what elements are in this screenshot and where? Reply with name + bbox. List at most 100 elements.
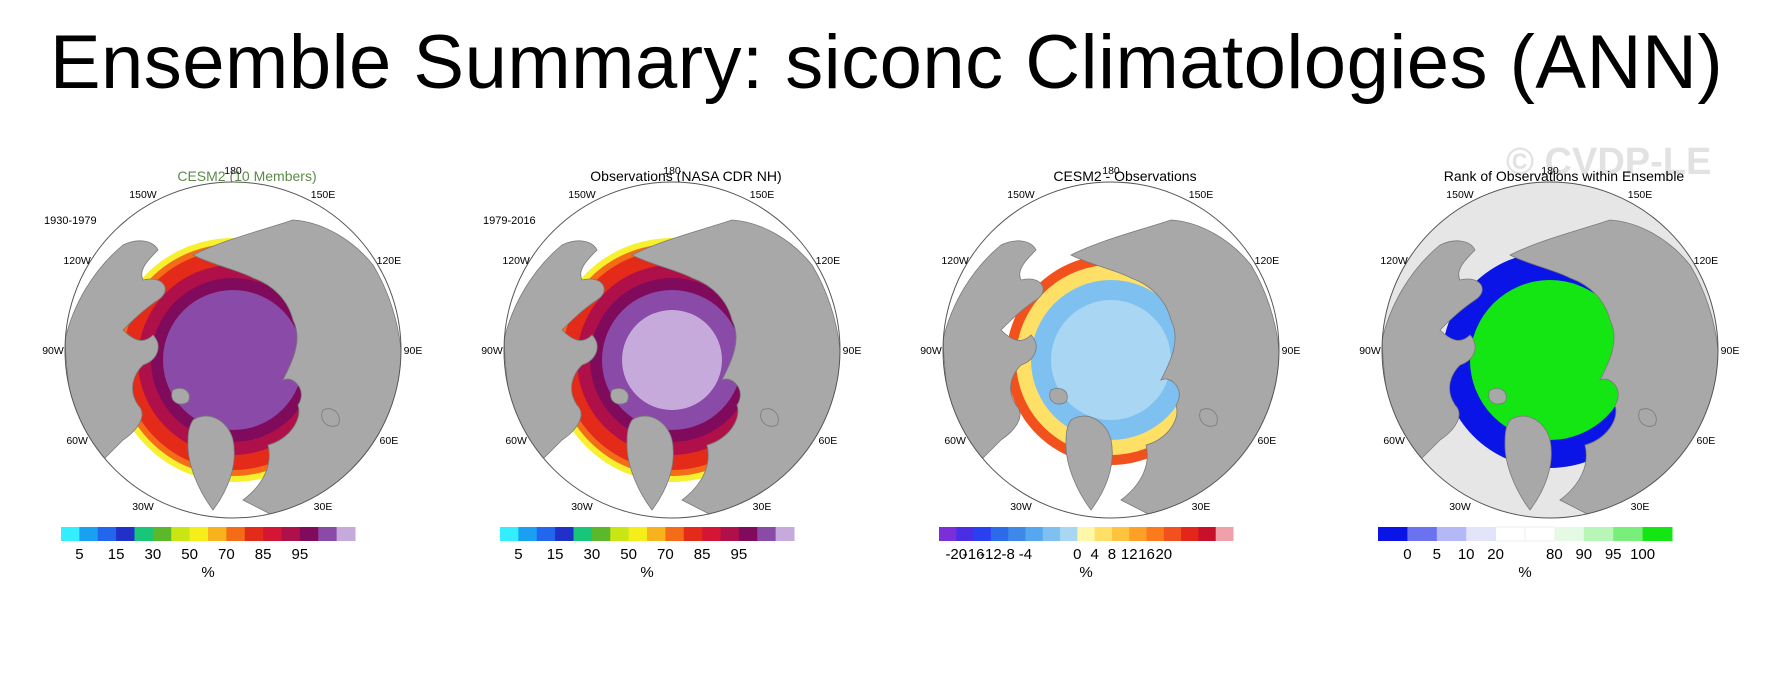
colorbar-unit: % [640,564,653,581]
colorbar-tick-label: 16 [1138,546,1155,563]
panel-period: 1930-1979 [44,215,97,227]
colorbar-tick-label: -4 [1019,546,1032,563]
colorbar-swatch [226,527,246,541]
colorbar-swatch [1008,527,1026,541]
colorbar-swatch [1060,527,1078,541]
sea-ice-field [111,238,355,482]
colorbar-swatch [1613,527,1644,541]
colorbar-swatch [281,527,301,541]
longitude-label: 120E [1255,255,1280,267]
panel-title: Observations (NASA CDR NH) [590,168,782,184]
colorbar-swatch [1436,527,1467,541]
longitude-label: 60E [1258,435,1277,447]
colorbar-swatch [738,527,758,541]
longitude-label: 60W [66,435,88,447]
colorbar-tick-label: 12 [1121,546,1138,563]
longitude-label: 60E [1697,435,1716,447]
land-mass [1638,408,1657,427]
colorbar-tick-label: 90 [1575,546,1592,563]
colorbar-swatch [1111,527,1130,541]
longitude-label: 120E [377,255,402,267]
longitude-label: 180 [224,165,242,177]
colorbar-swatch [318,527,338,541]
map-panel-rank: Rank of Observations within Ensemble 180… [1349,160,1773,660]
longitude-label: 90W [1359,345,1381,357]
map-panel-observations: Observations (NASA CDR NH) 1979-2016 180… [471,160,901,660]
longitude-label: 30W [1449,501,1471,513]
land-mass [321,408,340,427]
panel-period: 1979-2016 [483,215,536,227]
colorbar-unit: % [1079,564,1092,581]
longitude-label: 150W [568,189,596,201]
colorbar-swatch [990,527,1009,541]
colorbar-tick-label: 15 [108,546,125,563]
longitude-label: 90E [1282,345,1301,357]
longitude-label: 60E [380,435,399,447]
colorbar-swatch [647,527,666,541]
longitude-label: 150W [1007,189,1035,201]
longitude-label: 90E [404,345,423,357]
colorbar-tick-label: 4 [1090,546,1098,563]
colorbar-tick-label: 85 [694,546,711,563]
longitude-label: 30E [1192,501,1211,513]
colorbar-tick-label: 20 [1155,546,1172,563]
colorbar-tick-label: 85 [255,546,272,563]
watermark: © CVDP-LE [1506,141,1712,183]
colorbar-swatch [775,527,795,541]
colorbar-tick-label: -12 [980,546,1002,563]
colorbar-swatch [1094,527,1113,541]
longitude-label: 180 [1102,165,1120,177]
colorbar-tick-label: 30 [584,546,601,563]
colorbar-swatch [973,527,992,541]
longitude-label: 30E [1631,501,1650,513]
longitude-label: 60W [1383,435,1405,447]
colorbar-swatch [61,527,80,541]
colorbar-tick-label: 5 [514,546,522,563]
colorbar-swatch [1466,527,1497,541]
colorbar-swatch [171,527,191,541]
land-mass [626,415,674,511]
land-mass [760,408,779,427]
longitude-label: 120W [502,255,530,267]
colorbar-swatch [97,527,117,541]
colorbar-tick-label: 15 [547,546,564,563]
colorbar: -20-16-12 -8 -4 0 4 8 12 16 20% [939,527,1234,581]
colorbar-swatch [720,527,740,541]
colorbar-tick-label: 5 [75,546,83,563]
colorbar-tick-label: 70 [657,546,674,563]
colorbar-unit: % [201,564,214,581]
longitude-label: 30W [571,501,593,513]
colorbar-swatch [79,527,99,541]
colorbar: 5 15 30 50 70 85 95% [61,527,356,581]
colorbar-swatch [1163,527,1182,541]
longitude-label: 120W [63,255,91,267]
colorbar-swatch [591,527,611,541]
colorbar-tick-label: 20 [1487,546,1504,563]
land-mass [504,240,605,471]
colorbar-swatch [134,527,154,541]
longitude-label: 60W [944,435,966,447]
longitude-label: 180 [663,165,681,177]
land-mass [65,240,166,471]
colorbar-swatch [683,527,703,541]
longitude-label: 60E [819,435,838,447]
polar-map: 180 150E 120E 90E 60E 30E 0 30W 60W 90W 120W 150W -2… [920,165,1301,581]
colorbar: 5 15 30 50 70 85 95% [500,527,795,581]
longitude-label: 30W [1010,501,1032,513]
colorbar-swatch [1129,527,1148,541]
longitude-label: 150E [1628,189,1653,201]
land-mass [631,219,840,518]
colorbar-swatch [1025,527,1044,541]
land-mass [187,415,235,511]
colorbar-tick-label: 80 [1546,546,1563,563]
colorbar-swatch [1407,527,1438,541]
colorbar-swatch [152,527,172,541]
colorbar-swatch [244,527,264,541]
colorbar-swatch [1077,527,1096,541]
colorbar-swatch [1181,527,1199,541]
colorbar-tick-label: -20 [945,546,967,563]
land-mass [610,387,629,405]
longitude-label: 30E [314,501,333,513]
colorbar-tick-label: 8 [1108,546,1116,563]
panel-title: CESM2 (10 Members) [177,168,317,184]
